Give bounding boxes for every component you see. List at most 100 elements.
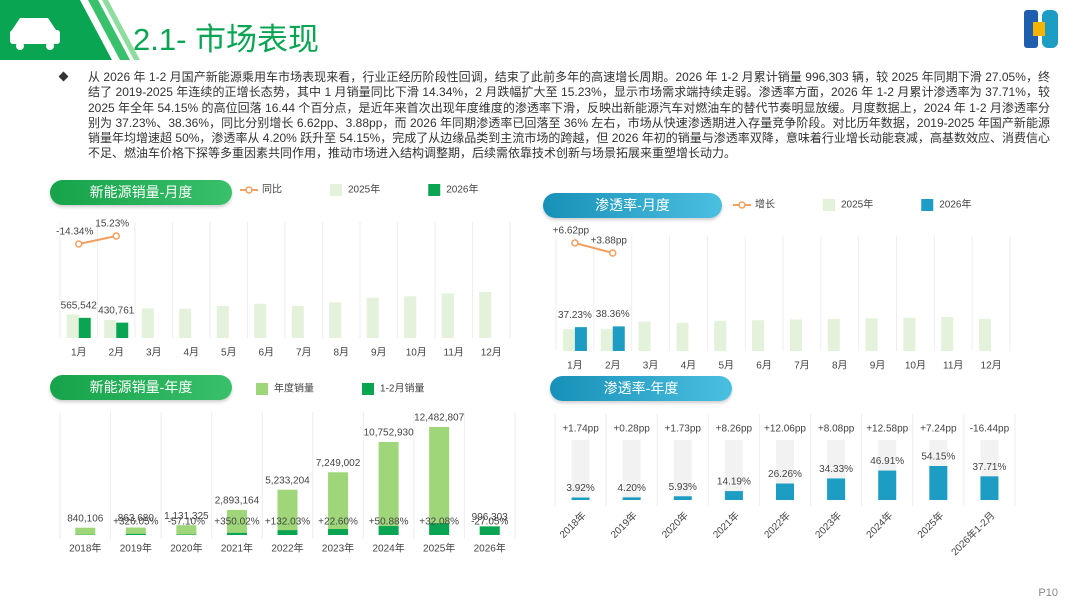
x-tick-label: 2022年	[761, 509, 793, 541]
x-tick-label: 4月	[681, 360, 697, 372]
bar	[291, 305, 304, 338]
change-label: +8.08pp	[818, 424, 855, 435]
chart-title: 新能源销量-月度	[50, 180, 232, 205]
bar	[254, 303, 267, 338]
data-label: 430,761	[98, 305, 135, 316]
data-label: 3.92%	[566, 483, 594, 494]
x-tick-label: 8月	[333, 347, 349, 359]
car-icon	[10, 18, 60, 50]
bar	[378, 441, 399, 535]
change-label: +7.24pp	[920, 424, 957, 435]
bar	[676, 322, 689, 351]
x-tick-label: 7月	[296, 347, 312, 359]
x-tick-label: 2021年	[710, 509, 742, 541]
bar	[574, 327, 587, 351]
legend-swatch	[428, 184, 441, 196]
x-tick-label: 7月	[794, 360, 810, 372]
change-label: +12.58pp	[866, 424, 908, 435]
bar	[104, 319, 117, 338]
bar	[600, 329, 613, 351]
legend-swatch	[921, 199, 934, 211]
change-label: +12.06pp	[764, 424, 806, 435]
x-tick-label: 12月	[481, 347, 502, 359]
legend-label: 2026年	[939, 198, 971, 211]
bar-background	[622, 440, 641, 500]
x-tick-label: 2025年	[423, 542, 455, 555]
x-tick-label: 11月	[943, 360, 963, 372]
bar	[277, 530, 298, 535]
data-label: 14.19%	[717, 477, 751, 488]
bar	[116, 322, 129, 338]
change-label: +0.28pp	[613, 424, 650, 435]
data-label: 26.26%	[768, 469, 802, 480]
bar-background	[673, 440, 692, 500]
data-label: 996,303	[472, 512, 509, 523]
x-tick-label: 5月	[718, 360, 734, 372]
data-label: +3.88pp	[591, 236, 628, 247]
bar	[980, 476, 999, 500]
x-tick-label: 2018年	[557, 509, 589, 541]
chart-title: 渗透率-年度	[550, 376, 732, 401]
data-label: -14.34%	[56, 227, 93, 238]
line-point	[571, 239, 579, 247]
bar	[75, 527, 96, 535]
data-label: 5.93%	[669, 482, 697, 493]
bar	[78, 317, 91, 338]
change-label: -57.10%	[168, 517, 205, 528]
legend-label: 同比	[262, 184, 282, 196]
line	[574, 242, 614, 254]
bar	[441, 293, 454, 338]
change-label: +350.02%	[214, 517, 259, 528]
x-tick-label: 9月	[870, 360, 886, 372]
legend-swatch	[330, 184, 342, 196]
bar	[176, 525, 197, 535]
data-label: 565,542	[61, 300, 98, 311]
change-label: +1.73pp	[665, 424, 702, 435]
change-label: +8.26pp	[716, 424, 753, 435]
bar	[328, 529, 349, 535]
bar	[622, 497, 641, 500]
x-tick-label: 9月	[371, 347, 387, 359]
data-label: 46.91%	[870, 456, 904, 467]
x-tick-label: 10月	[905, 360, 926, 372]
x-tick-label: 1月	[567, 360, 583, 372]
legend-label: 2025年	[841, 198, 873, 211]
bar	[479, 292, 492, 338]
bar	[378, 526, 399, 535]
change-label: +326.05%	[113, 517, 158, 528]
bar	[865, 318, 878, 351]
x-tick-label: 4月	[183, 347, 199, 359]
x-tick-label: 3月	[146, 347, 162, 359]
bar	[125, 527, 146, 535]
logo	[1024, 10, 1058, 48]
x-tick-label: 5月	[221, 347, 237, 359]
page-number: P10	[1038, 587, 1058, 599]
bar	[277, 489, 298, 535]
legend-label: 年度销量	[274, 382, 314, 395]
chart-title: 渗透率-月度	[543, 193, 722, 218]
data-label: 1,131,325	[164, 511, 209, 522]
legend-label: 1-2月销量	[380, 382, 424, 395]
bar	[979, 318, 992, 351]
data-label: 12,482,807	[414, 413, 464, 424]
x-tick-label: 2025年	[914, 509, 946, 541]
x-tick-label: 2023年	[322, 542, 354, 555]
bar	[612, 326, 625, 351]
summary-text: 从 2026 年 1-2 月国产新能源乘用车市场表现来看，行业正经历阶段性回调，…	[88, 70, 1050, 161]
x-tick-label: 2023年	[812, 509, 844, 541]
bar	[571, 497, 590, 500]
x-tick-label: 1月	[71, 347, 87, 359]
data-label: 840,106	[67, 513, 104, 524]
legend-swatch	[823, 199, 835, 211]
bar	[66, 314, 79, 338]
bar	[479, 526, 500, 535]
legend-swatch	[738, 201, 746, 209]
data-label: 37.23%	[558, 310, 592, 321]
x-tick-label: 6月	[258, 347, 274, 359]
bar	[724, 491, 743, 500]
x-tick-label: 3月	[643, 360, 659, 372]
bar	[714, 320, 727, 351]
legend-swatch	[256, 383, 268, 395]
legend-swatch	[245, 186, 253, 194]
